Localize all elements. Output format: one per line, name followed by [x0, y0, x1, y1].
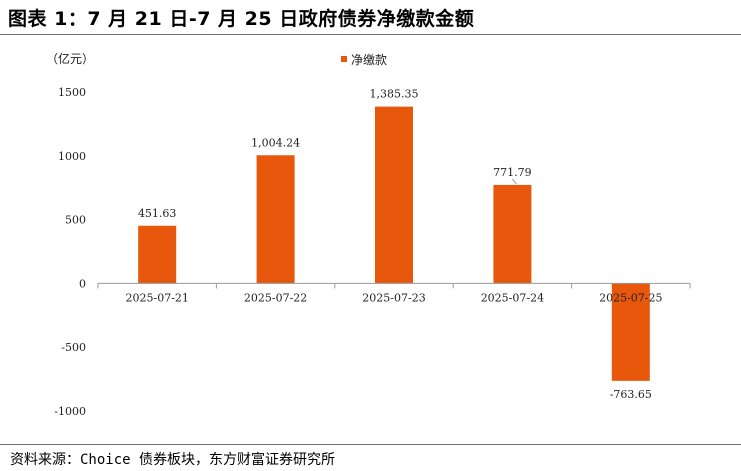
x-tick-label: 2025-07-21: [125, 291, 188, 304]
y-axis-unit-label: （亿元）: [46, 51, 94, 66]
y-tick-label: 1500: [58, 86, 86, 99]
y-tick-label: -1000: [54, 405, 86, 418]
data-label: -763.65: [610, 388, 652, 401]
y-tick-label: -500: [61, 341, 86, 354]
figure-title: 图表 1：7 月 21 日-7 月 25 日政府债券净缴款金额: [8, 8, 475, 30]
legend-swatch: [341, 56, 347, 62]
y-axis-ticks: 1500 1000 500 0 -500 -1000: [54, 86, 86, 418]
x-axis-ticks: 2025-07-21 2025-07-22 2025-07-23 2025-07-24…: [97, 283, 691, 304]
data-label: 451.63: [138, 207, 177, 220]
y-tick-label: 500: [65, 214, 86, 227]
y-tick-label: 0: [79, 277, 86, 290]
label-leader-line: [512, 178, 517, 185]
x-tick-label: 2025-07-23: [362, 291, 425, 304]
title-divider: [0, 34, 741, 35]
source-note: 资料来源：Choice 债券板块，东方财富证券研究所: [10, 452, 335, 468]
bar: [256, 155, 295, 284]
data-labels: 451.63 1,004.24 1,385.35 771.79 -763.65: [138, 88, 652, 401]
legend-label: 净缴款: [351, 52, 387, 67]
x-tick-label: 2025-07-25: [599, 291, 662, 304]
data-label: 1,004.24: [251, 136, 300, 149]
y-tick-label: 1000: [58, 150, 86, 163]
bar: [375, 106, 413, 284]
data-label: 771.79: [493, 166, 532, 179]
x-tick-label: 2025-07-24: [481, 291, 544, 304]
bar: [138, 225, 177, 284]
footer-divider: [0, 444, 741, 445]
bar: [611, 283, 650, 381]
data-label: 1,385.35: [370, 88, 419, 101]
bar: [493, 184, 532, 284]
bars: [138, 106, 650, 381]
legend: 净缴款: [341, 52, 387, 67]
x-tick-label: 2025-07-22: [244, 291, 307, 304]
